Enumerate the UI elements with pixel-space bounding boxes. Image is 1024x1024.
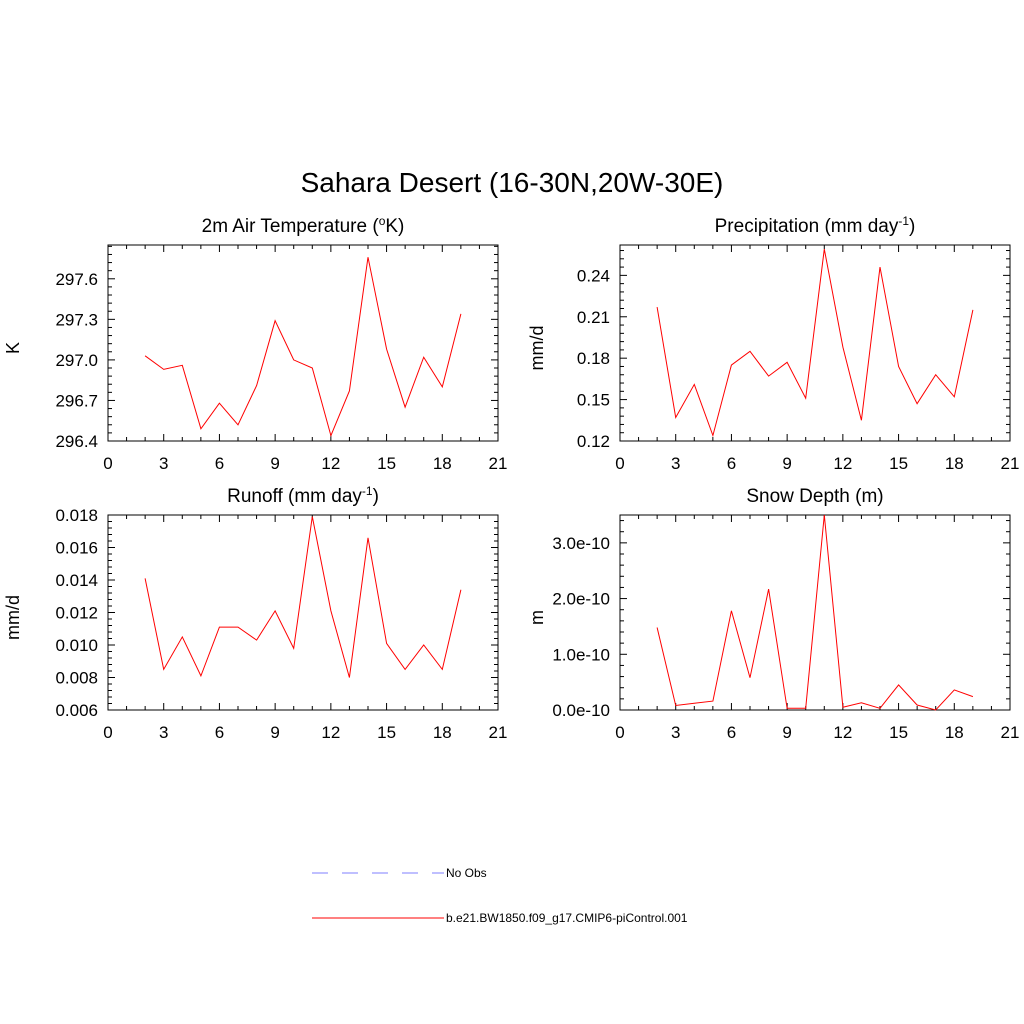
x-tick-label: 21 [1001, 723, 1020, 742]
series-line [656, 249, 974, 438]
y-tick-label: 0.0e-10 [552, 701, 610, 720]
y-tick-label: 0.21 [577, 308, 610, 327]
series-line [656, 514, 974, 711]
panel-title-main: 2m Air Temperature ( [202, 216, 380, 237]
x-tick-label: 0 [615, 454, 624, 473]
x-tick-label: 3 [671, 454, 680, 473]
x-tick-label: 6 [727, 723, 736, 742]
x-tick-label: 6 [215, 723, 224, 742]
panel-title-main: Precipitation (mm day [715, 216, 899, 237]
panel-title-suffix: ) [373, 486, 379, 507]
panel-runoff: 0 3 6 9 12 15 18 21 0.006 0.008 0.010 0.012 0.014 0.0… [3, 484, 507, 742]
panel-title: Runoff (mm day-1) [227, 484, 379, 507]
y-axis-label: m [527, 610, 547, 625]
panel-title-superscript: o [379, 214, 386, 228]
x-tick-label: 9 [270, 454, 279, 473]
x-tick-label: 15 [889, 723, 908, 742]
y-tick-label: 296.4 [55, 432, 98, 451]
legend-label-model: b.e21.BW1850.f09_g17.CMIP6-piControl.001 [446, 911, 688, 925]
y-axis-label: K [3, 342, 23, 354]
y-tick-label: 297.6 [55, 270, 98, 289]
x-tick-label: 12 [833, 723, 852, 742]
panel-snow-depth: 0 3 6 9 12 15 18 21 0.0e-10 1.0e-10 2.0e-10 3.0e-10… [527, 486, 1019, 742]
x-tick-label: 12 [833, 454, 852, 473]
y-tick-label: 0.016 [55, 539, 98, 558]
panel-title-suffix: ) [909, 216, 915, 237]
figure-title: Sahara Desert (16-30N,20W-30E) [301, 167, 724, 198]
y-tick-label: 0.018 [55, 506, 98, 525]
y-tick-label: 3.0e-10 [552, 534, 610, 553]
x-tick-label: 0 [103, 454, 112, 473]
series-line [144, 257, 462, 438]
y-tick-label: 297.0 [55, 351, 98, 370]
panel-title-main: Runoff (mm day [227, 486, 362, 507]
panel-title-superscript: -1 [898, 214, 909, 228]
plot-frame [619, 514, 1011, 711]
y-tick-label: 2.0e-10 [552, 590, 610, 609]
panel-title: Precipitation (mm day-1) [715, 214, 916, 237]
y-tick-label: 0.006 [55, 701, 98, 720]
x-tick-label: 9 [782, 454, 791, 473]
x-tick-label: 15 [377, 454, 396, 473]
x-tick-label: 21 [1001, 454, 1020, 473]
y-axis-label: mm/d [527, 326, 547, 371]
x-tick-label: 3 [159, 723, 168, 742]
x-tick-label: 18 [433, 723, 452, 742]
panel-title-main: Snow Depth (m) [746, 486, 883, 507]
y-tick-label: 296.7 [55, 391, 98, 410]
plot-frame [619, 244, 1011, 442]
x-tick-label: 15 [889, 454, 908, 473]
x-tick-label: 3 [671, 723, 680, 742]
y-axis-label: mm/d [3, 595, 23, 640]
x-tick-label: 6 [215, 454, 224, 473]
y-tick-label: 0.18 [577, 349, 610, 368]
x-tick-label: 9 [270, 723, 279, 742]
y-tick-label: 0.012 [55, 604, 98, 623]
plot-frame [107, 514, 499, 711]
y-tick-label: 0.24 [577, 266, 610, 285]
y-tick-label: 0.010 [55, 636, 98, 655]
x-tick-label: 3 [159, 454, 168, 473]
x-tick-label: 18 [433, 454, 452, 473]
x-tick-label: 0 [615, 723, 624, 742]
x-tick-label: 21 [489, 723, 508, 742]
panel-air-temperature: 0 3 6 9 12 15 18 21 296.4 296.7 297.0 297.3 297.6 K 2m… [3, 214, 507, 473]
y-tick-label: 0.12 [577, 432, 610, 451]
x-tick-label: 12 [321, 723, 340, 742]
y-tick-label: 0.15 [577, 391, 610, 410]
panel-title-superscript: -1 [362, 484, 373, 498]
x-tick-label: 15 [377, 723, 396, 742]
panel-title-suffix: K) [385, 216, 404, 237]
panel-title: Snow Depth (m) [746, 486, 883, 507]
y-tick-label: 0.014 [55, 571, 98, 590]
x-tick-label: 0 [103, 723, 112, 742]
x-tick-label: 12 [321, 454, 340, 473]
panel-title: 2m Air Temperature (oK) [202, 214, 405, 237]
plot-frame [107, 244, 499, 442]
y-tick-label: 1.0e-10 [552, 645, 610, 664]
y-tick-label: 0.008 [55, 669, 98, 688]
y-tick-label: 297.3 [55, 310, 98, 329]
x-tick-label: 6 [727, 454, 736, 473]
x-tick-label: 18 [945, 723, 964, 742]
x-tick-label: 21 [489, 454, 508, 473]
legend: No Obs b.e21.BW1850.f09_g17.CMIP6-piCont… [312, 866, 688, 925]
series-line [144, 516, 462, 678]
x-tick-label: 18 [945, 454, 964, 473]
legend-label-no-obs: No Obs [446, 866, 487, 880]
panel-precipitation: 0 3 6 9 12 15 18 21 0.12 0.15 0.18 0.21 0.24 mm/d Prec… [527, 214, 1019, 473]
x-tick-label: 9 [782, 723, 791, 742]
